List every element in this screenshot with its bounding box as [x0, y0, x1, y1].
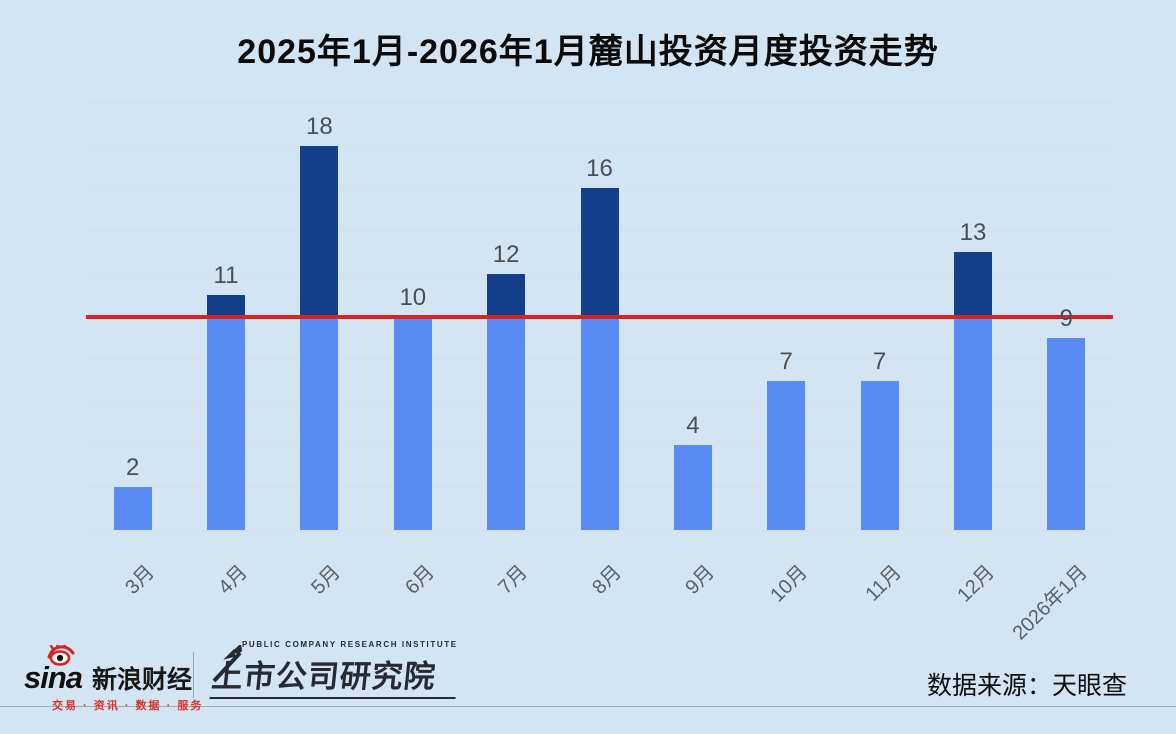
institute-logo: PUBLIC COMPANY RESEARCH INSTITUTE 上市公司研究… — [209, 640, 461, 699]
data-source: 数据来源：天眼查 — [926, 672, 1127, 700]
institute-name-cn: 上市公司研究院 — [209, 651, 461, 699]
logo-divider — [193, 652, 194, 698]
bar-value-label: 9 — [1059, 304, 1073, 332]
bar-segment-below-line — [207, 316, 245, 530]
bar-value-label: 11 — [213, 262, 239, 290]
institute-name-en: PUBLIC COMPANY RESEARCH INSTITUTE — [242, 640, 458, 649]
bar-segment-below-line — [673, 444, 712, 530]
sina-finance-logo: sina 新浪财经 交易 · 资讯 · 数据 · 服务 — [24, 645, 204, 713]
bar-segment-below-line — [767, 380, 806, 530]
bar-value-label: 10 — [399, 283, 427, 311]
bar-value-label: 2 — [126, 454, 140, 482]
bar-value-label: 7 — [779, 347, 793, 375]
bar-value-label: 7 — [872, 347, 887, 375]
bar-segment-below-line — [393, 316, 432, 530]
sina-wordmark: sina — [24, 645, 83, 693]
bar-segment-above-line — [954, 252, 992, 317]
bar-segment-above-line — [207, 295, 245, 317]
bar-segment-above-line — [300, 145, 339, 317]
bar-value-label: 4 — [686, 411, 700, 439]
bar-segment-below-line — [487, 316, 526, 530]
sina-tagline: 交易 · 资讯 · 数据 · 服务 — [52, 700, 204, 712]
bar-segment-below-line — [580, 316, 619, 530]
footer-divider — [0, 706, 1176, 707]
bar-segment-below-line — [300, 316, 339, 530]
sina-finance-name: 新浪财经 — [92, 665, 193, 694]
bar-segment-below-line — [860, 380, 899, 530]
sina-eye-icon — [47, 645, 75, 666]
gridline — [86, 145, 1113, 147]
chart-title: 2025年1月-2026年1月麓山投资月度投资走势 — [237, 33, 939, 71]
bar-value-label: 16 — [586, 155, 613, 183]
gridline — [86, 103, 1113, 104]
bar-segment-below-line — [1047, 337, 1086, 531]
bar-value-label: 13 — [959, 219, 987, 247]
bar-chart: 2 3月 11 4月 18 5月 10 6月 12 7月 16 8月 4 9月 7 10月 7 11月 13 12月 9… — [86, 103, 1113, 644]
bar-segment-below-line — [954, 316, 992, 530]
arrow-up-right-icon — [212, 645, 242, 683]
bar-segment-above-line — [487, 273, 526, 317]
bar-segment-above-line — [580, 188, 619, 317]
gridline — [86, 530, 1113, 531]
reference-line — [86, 314, 1113, 319]
bar-value-label: 18 — [306, 112, 333, 140]
bar-value-label: 12 — [492, 240, 520, 268]
bar-segment-below-line — [113, 487, 152, 530]
